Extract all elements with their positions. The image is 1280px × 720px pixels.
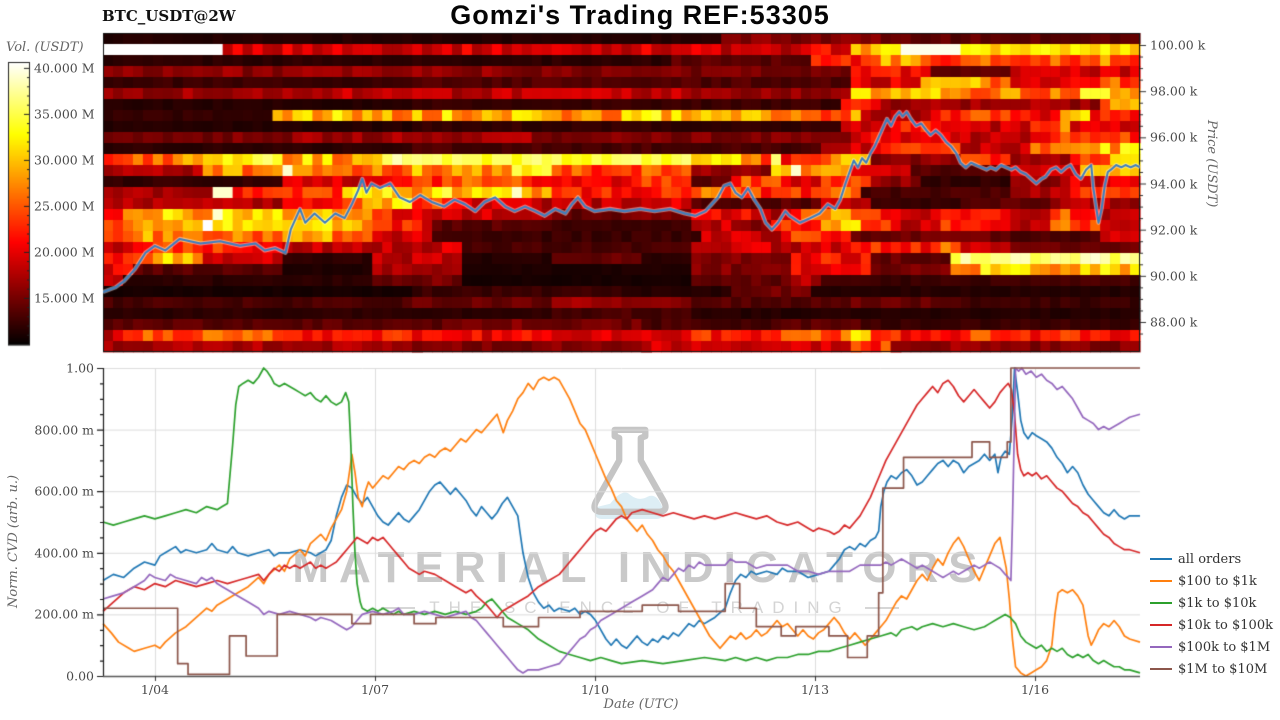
legend-item: $10k to $100k (1143, 616, 1280, 634)
legend-label: $100k to $1M (1178, 639, 1271, 655)
legend-swatch (1150, 602, 1172, 604)
legend-swatch (1150, 624, 1172, 626)
legend-label: $100 to $1k (1178, 573, 1257, 589)
legend: all orders $100 to $1k $1k to $10k $10k to … (1143, 546, 1280, 682)
legend-item: $100k to $1M (1143, 638, 1280, 656)
legend-item: all orders (1143, 550, 1280, 568)
legend-item: $1k to $10k (1143, 594, 1280, 612)
legend-label: all orders (1178, 551, 1242, 567)
legend-item: $1M to $10M (1143, 660, 1280, 678)
legend-swatch (1150, 580, 1172, 582)
legend-swatch (1150, 558, 1172, 560)
legend-label: $1M to $10M (1178, 661, 1268, 677)
legend-item: $100 to $1k (1143, 572, 1280, 590)
legend-swatch (1150, 668, 1172, 670)
legend-label: $10k to $100k (1178, 617, 1273, 633)
legend-label: $1k to $10k (1178, 595, 1257, 611)
legend-swatch (1150, 646, 1172, 648)
